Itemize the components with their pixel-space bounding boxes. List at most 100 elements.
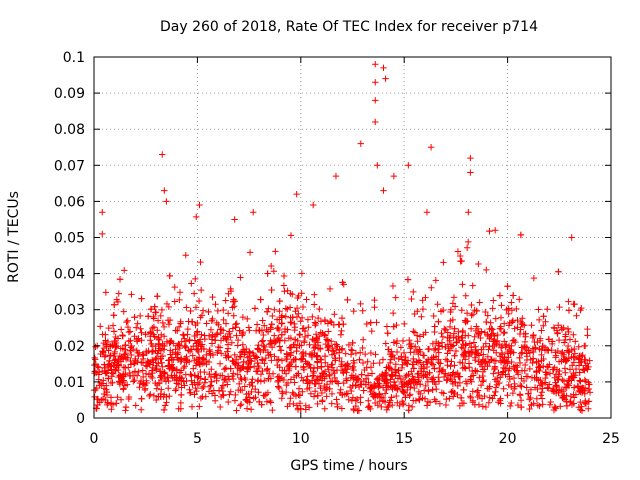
data-point [481,329,489,336]
data-point [328,400,335,407]
data-point [442,356,450,363]
data-point [177,318,184,325]
data-point [150,313,157,321]
data-point [549,366,557,373]
data-point [565,298,572,305]
data-point [167,347,174,354]
data-point [224,348,231,355]
data-point [267,326,274,333]
data-point [367,349,375,357]
data-point [120,267,128,274]
data-point [512,338,519,346]
data-point [321,331,328,338]
data-point [135,349,143,356]
data-point [353,395,361,403]
data-point [158,306,166,314]
data-point [200,359,208,367]
data-point [378,372,386,379]
data-point [355,383,363,391]
data-point [559,376,566,384]
data-point [195,338,203,346]
data-point [138,295,145,302]
data-point [465,348,472,355]
data-point [457,258,464,265]
data-point [126,369,133,377]
data-point [166,316,174,324]
data-point [447,363,454,370]
data-point [314,314,322,322]
data-point [311,301,318,308]
data-point [449,316,456,324]
data-point [168,356,175,363]
data-point [299,388,306,395]
data-point [181,382,188,389]
data-point [310,393,318,400]
data-point [475,330,483,337]
data-point [382,75,389,82]
data-point [537,364,544,371]
data-point [416,333,424,340]
data-point [233,320,240,327]
data-point [575,404,582,411]
data-point [496,292,504,299]
data-point [216,372,224,379]
data-point [423,363,431,371]
data-point [352,350,360,357]
data-point [542,368,549,376]
data-point [376,391,383,398]
data-point [287,319,295,326]
data-point [233,407,240,414]
data-point [429,340,437,347]
data-point [425,345,433,353]
data-point [277,347,285,354]
data-point [196,403,203,410]
data-point [136,312,144,320]
y-tick-label: 0 [76,411,85,427]
data-point [578,407,586,414]
data-point [383,364,390,371]
data-point [271,306,278,314]
data-point [527,394,534,402]
data-point [475,260,482,268]
data-point [195,354,203,361]
data-point [182,371,190,378]
data-point [301,327,309,335]
data-point [481,392,488,400]
data-point [195,373,202,380]
data-point [125,337,133,345]
data-point [516,330,524,338]
data-point [203,320,210,327]
data-point [331,340,339,348]
data-point [564,380,572,388]
data-point [448,388,455,396]
data-point [440,373,448,381]
data-point [410,365,417,372]
data-point [192,384,199,392]
data-point [522,330,529,337]
data-point [473,323,480,330]
data-point [396,372,403,380]
data-point [220,306,227,314]
data-point [538,351,545,359]
data-point [214,307,221,315]
data-point [135,352,142,360]
data-point [111,301,118,308]
data-point [471,333,478,340]
data-point [375,383,382,391]
data-point [371,296,378,304]
data-point [180,332,187,339]
data-point [245,324,253,331]
data-point [101,390,108,398]
data-point [229,325,237,332]
data-point [452,347,460,355]
data-point [505,381,512,389]
data-point [566,336,574,343]
data-point [273,325,281,332]
data-point [208,378,215,385]
data-point [517,231,525,239]
data-point [167,338,174,346]
data-point [474,350,482,357]
data-point [534,339,541,346]
data-point [467,394,474,401]
data-point [176,289,184,296]
